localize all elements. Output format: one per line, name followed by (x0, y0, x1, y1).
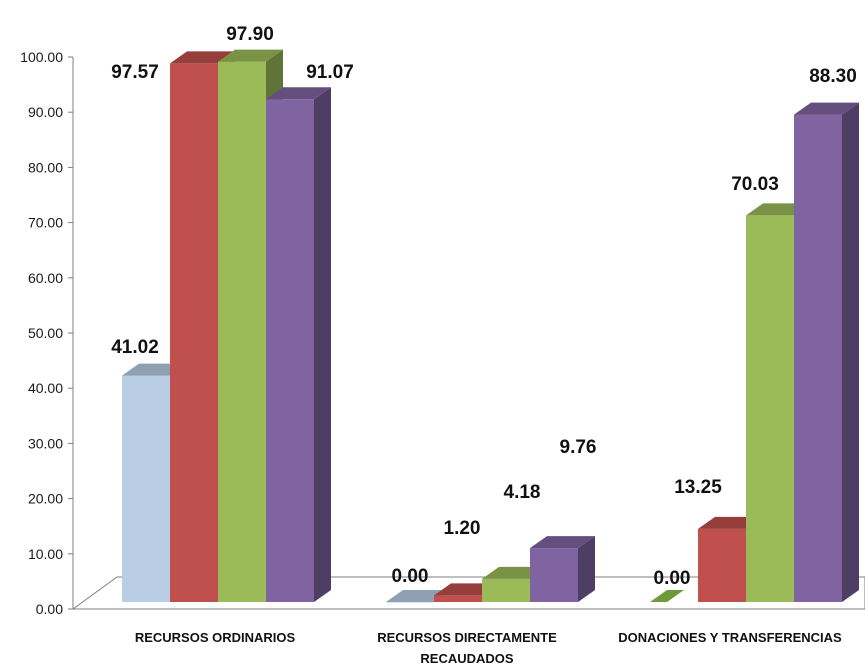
data-label: 0.00 (392, 566, 429, 587)
data-label: 91.07 (306, 62, 354, 83)
bar-front (482, 578, 530, 602)
labels-layer: 41.02 0.00 97.57 1.20 13.25 97.90 4.18 70.03 91.… (111, 24, 857, 589)
y-tick-label: 80.00 (28, 159, 63, 175)
y-tick-label: 40.00 (28, 380, 63, 396)
category-label: RECURSOS DIRECTAMENTE (377, 630, 557, 645)
bar-top (170, 51, 235, 64)
bar-front (266, 99, 314, 602)
bar-top (218, 49, 283, 62)
data-label: 4.18 (504, 482, 541, 503)
category-label: RECURSOS ORDINARIOS (135, 630, 296, 645)
category-label: DONACIONES Y TRANSFERENCIAS (618, 630, 842, 645)
bar (794, 102, 859, 603)
bar-front (218, 61, 266, 603)
y-tick-label: 70.00 (28, 215, 63, 231)
data-label: 97.90 (226, 24, 274, 45)
axis-layer: 0.00 10.00 20.00 30.00 40.00 50.00 60.00 70.00 8… (20, 49, 865, 666)
chart-floor (71, 576, 865, 610)
bar (266, 87, 331, 603)
bar-front (170, 63, 218, 603)
bar-top (266, 87, 331, 100)
data-label: 41.02 (111, 337, 159, 358)
bars-layer (122, 49, 859, 603)
bar-front (434, 595, 482, 602)
y-tick-label: 50.00 (28, 325, 63, 341)
y-tick-label: 100.00 (20, 49, 63, 65)
bar-side (578, 536, 595, 602)
category-label: RECAUDADOS (420, 651, 514, 666)
bar-front (386, 602, 434, 603)
y-tick-label: 60.00 (28, 270, 63, 286)
bar-front (122, 375, 170, 602)
bar-side (842, 102, 859, 603)
data-label: 0.00 (654, 568, 691, 589)
y-tick-label: 10.00 (28, 546, 63, 562)
data-label: 9.76 (560, 437, 597, 458)
y-tick-label: 0.00 (36, 601, 63, 617)
bar-top (530, 536, 595, 549)
y-tick-label: 90.00 (28, 104, 63, 120)
bar-top (794, 102, 859, 115)
bar-front (698, 528, 746, 602)
y-tick-label: 30.00 (28, 435, 63, 451)
bar-top-zero (650, 590, 684, 602)
bar (530, 536, 595, 602)
data-label: 13.25 (674, 477, 722, 498)
data-label: 97.57 (111, 62, 159, 83)
data-label: 88.30 (809, 66, 857, 87)
y-tick-label: 20.00 (28, 491, 63, 507)
bar-front (794, 114, 842, 603)
bar-side (314, 87, 331, 603)
data-label: 70.03 (731, 174, 779, 195)
bar-front (530, 548, 578, 602)
bar-front (746, 215, 794, 603)
data-label: 1.20 (444, 518, 481, 539)
